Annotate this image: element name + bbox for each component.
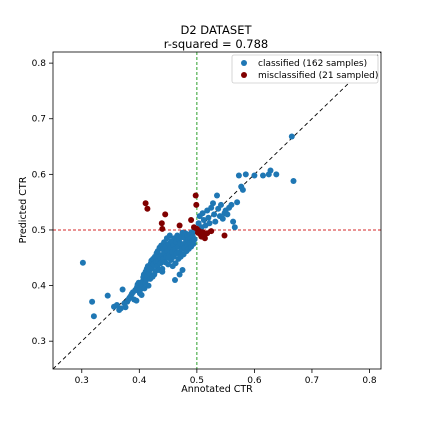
data-points [79,133,297,320]
y-tick-label: 0.3 [32,337,46,347]
classified-point-1 [89,298,96,305]
classified-point-160 [288,133,295,140]
legend-label-misclassified: misclassified (21 sampled) [258,71,378,81]
x-tick-label: 0.6 [247,376,262,386]
classified-point-123 [165,254,172,261]
classified-point-3 [104,292,111,299]
classified-point-150 [234,199,241,206]
classified-point-124 [159,268,166,275]
chart-title: D2 DATASET [180,23,252,37]
x-tick-label: 0.4 [132,376,147,386]
classified-point-120 [179,267,186,273]
classified-point-73 [165,261,172,268]
misclassified-point-20 [221,232,228,239]
misclassified-point-4 [162,211,169,218]
y-tick-label: 0.7 [32,115,46,125]
plot-area [53,52,381,369]
classified-point-121 [176,271,183,278]
classified-point-39 [145,282,152,289]
classified-point-27 [138,292,145,298]
misclassified-point-1 [144,205,151,212]
classified-point-117 [190,240,197,247]
misclassified-point-0 [142,200,149,207]
y-axis-label: Predicted CTR [18,176,29,243]
x-tick-label: 0.7 [305,376,319,386]
misclassified-point-3 [159,225,166,232]
classified-point-137 [212,218,219,225]
classified-point-86 [172,260,179,267]
classified-point-8 [119,286,126,293]
classified-point-148 [230,218,237,225]
classified-point-7 [117,305,124,312]
misclassified-point-8 [192,192,199,199]
misclassified-point-2 [158,220,165,227]
classified-point-158 [267,167,274,174]
y-tick-label: 0.6 [32,170,47,180]
legend-label-classified: classified (162 samples) [258,59,367,69]
classified-point-161 [290,178,297,184]
chart-subtitle: r-squared = 0.788 [164,37,269,51]
legend-marker-misclassified [241,72,247,78]
classified-point-133 [206,220,213,227]
classified-point-132 [205,214,212,221]
classified-point-138 [214,192,220,199]
legend-box [231,54,379,84]
legend: classified (162 samples) misclassified (… [231,54,379,84]
classified-point-5 [113,302,120,308]
classified-point-141 [218,201,224,208]
x-axis-label: Annotated CTR [181,384,253,395]
classified-point-159 [273,171,280,178]
classified-point-128 [199,210,206,217]
y-tick-label: 0.4 [32,282,47,292]
classified-point-119 [191,236,198,243]
classified-point-122 [172,277,178,283]
x-tick-label: 0.5 [190,376,204,386]
classified-point-135 [210,200,216,207]
x-tick-label: 0.8 [362,376,377,386]
classified-point-60 [157,260,164,267]
identity-diagonal-line [53,52,381,369]
misclassified-point-6 [188,217,195,223]
misclassified-point-9 [193,201,200,208]
classified-point-19 [133,297,140,304]
misclassified-point-19 [208,228,215,235]
classified-point-136 [211,211,218,218]
classified-point-154 [242,171,249,178]
classified-point-145 [224,211,231,218]
y-axis: 0.3 0.4 0.5 0.6 0.7 0.8 [32,59,53,347]
misclassified-point-17 [201,235,208,242]
x-axis: 0.3 0.4 0.5 0.6 0.7 0.8 [75,369,377,386]
classified-point-129 [200,217,207,223]
y-tick-label: 0.5 [32,226,46,236]
classified-point-142 [219,215,226,222]
classified-point-10 [122,304,129,311]
misclassified-point-5 [176,222,183,229]
x-tick-label: 0.3 [75,376,89,386]
classified-point-76 [166,232,173,239]
classified-point-2 [90,313,97,320]
legend-marker-classified [241,60,247,66]
y-tick-label: 0.8 [32,59,47,69]
classified-point-151 [235,172,242,179]
classified-point-153 [239,186,246,193]
classified-point-156 [260,172,266,179]
classified-point-147 [228,201,235,208]
classified-point-155 [251,172,258,179]
plot-frame [52,51,382,370]
classified-point-149 [231,224,238,231]
classified-point-0 [79,259,86,266]
